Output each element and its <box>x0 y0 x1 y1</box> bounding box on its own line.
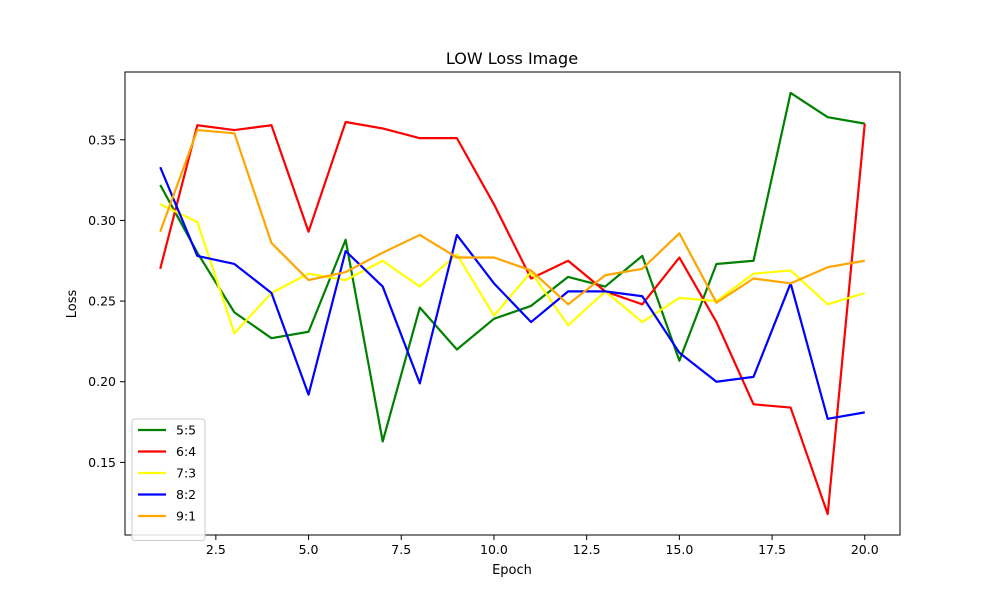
x-tick-label: 7.5 <box>391 542 411 557</box>
x-tick-label: 15.0 <box>665 542 693 557</box>
y-axis-label: Loss <box>65 290 80 319</box>
legend-label: 6:4 <box>176 444 196 459</box>
y-tick-label: 0.30 <box>88 213 116 228</box>
chart-title: LOW Loss Image <box>446 49 578 68</box>
legend-label: 7:3 <box>176 466 196 481</box>
y-tick-label: 0.25 <box>88 294 116 309</box>
x-tick-label: 17.5 <box>758 542 786 557</box>
plot-lines <box>159 91 866 516</box>
y-tick-label: 0.35 <box>88 132 116 147</box>
x-tick-label: 2.5 <box>206 542 226 557</box>
series-line-3 <box>159 203 866 335</box>
series-line-1 <box>159 91 865 443</box>
x-axis: 2.5 5.0 7.5 10.0 12.5 15.0 17.5 20.0 <box>206 535 879 557</box>
y-axis: 0.15 0.20 0.25 0.30 0.35 <box>88 132 125 470</box>
x-tick-label: 5.0 <box>299 542 319 557</box>
y-tick-label: 0.15 <box>88 455 116 470</box>
series-line-4 <box>159 166 865 420</box>
legend-label: 5:5 <box>176 423 196 438</box>
legend-label: 9:1 <box>176 509 196 524</box>
legend-box <box>131 418 206 541</box>
y-tick-label: 0.20 <box>88 374 116 389</box>
x-axis-label: Epoch <box>492 563 532 578</box>
x-tick-label: 12.5 <box>573 542 601 557</box>
legend: 5:5 6:4 7:3 8:2 9:1 <box>131 418 206 541</box>
x-tick-label: 10.0 <box>480 542 508 557</box>
x-tick-label: 20.0 <box>851 542 879 557</box>
legend-label: 8:2 <box>176 487 196 502</box>
plot-frame <box>124 71 901 536</box>
series-line-2 <box>159 120 866 516</box>
series-line-5 <box>159 128 865 306</box>
